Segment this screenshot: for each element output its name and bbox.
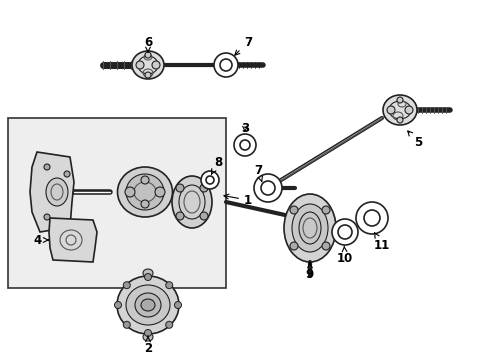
Text: 2: 2 <box>143 336 152 355</box>
Text: 4: 4 <box>34 234 48 247</box>
Circle shape <box>214 53 238 77</box>
Text: 5: 5 <box>407 131 421 149</box>
Circle shape <box>176 184 183 192</box>
Circle shape <box>152 61 160 69</box>
Circle shape <box>404 106 412 114</box>
Ellipse shape <box>126 285 170 325</box>
Ellipse shape <box>135 293 161 317</box>
Ellipse shape <box>172 176 212 228</box>
Text: 3: 3 <box>241 122 248 135</box>
Ellipse shape <box>382 95 416 125</box>
Circle shape <box>234 134 256 156</box>
Text: 7: 7 <box>253 163 262 182</box>
Circle shape <box>155 187 164 197</box>
Text: 9: 9 <box>305 263 313 282</box>
Circle shape <box>176 212 183 220</box>
Circle shape <box>355 202 387 234</box>
Text: 1: 1 <box>224 194 251 207</box>
Circle shape <box>200 184 207 192</box>
Polygon shape <box>30 152 74 232</box>
Circle shape <box>165 282 172 289</box>
Circle shape <box>123 321 130 328</box>
Circle shape <box>44 214 50 220</box>
Circle shape <box>253 174 282 202</box>
Circle shape <box>201 171 219 189</box>
Circle shape <box>145 52 151 58</box>
Text: 7: 7 <box>234 36 251 55</box>
Circle shape <box>136 61 143 69</box>
Ellipse shape <box>126 174 163 210</box>
Circle shape <box>44 164 50 170</box>
Ellipse shape <box>117 276 179 334</box>
Circle shape <box>64 171 70 177</box>
Circle shape <box>321 206 329 214</box>
Ellipse shape <box>141 299 155 311</box>
Circle shape <box>396 117 402 123</box>
Text: 11: 11 <box>373 233 389 252</box>
Circle shape <box>386 106 394 114</box>
Circle shape <box>321 242 329 250</box>
Polygon shape <box>49 218 97 262</box>
Circle shape <box>289 206 297 214</box>
Ellipse shape <box>132 51 163 79</box>
Ellipse shape <box>284 194 335 262</box>
Circle shape <box>174 302 181 309</box>
Circle shape <box>114 302 121 309</box>
Text: 6: 6 <box>143 36 152 52</box>
Circle shape <box>141 176 149 184</box>
Ellipse shape <box>142 333 153 341</box>
Circle shape <box>396 97 402 103</box>
Circle shape <box>144 274 151 280</box>
Ellipse shape <box>46 178 68 206</box>
Circle shape <box>165 321 172 328</box>
Circle shape <box>141 200 149 208</box>
Bar <box>8 118 225 288</box>
Circle shape <box>331 219 357 245</box>
Ellipse shape <box>117 167 172 217</box>
Circle shape <box>289 242 297 250</box>
Circle shape <box>144 329 151 337</box>
Text: 8: 8 <box>211 156 222 174</box>
Text: 10: 10 <box>336 246 352 265</box>
Circle shape <box>125 187 135 197</box>
Ellipse shape <box>291 204 327 252</box>
Circle shape <box>123 282 130 289</box>
Circle shape <box>200 212 207 220</box>
Circle shape <box>145 72 151 78</box>
Ellipse shape <box>142 269 153 277</box>
